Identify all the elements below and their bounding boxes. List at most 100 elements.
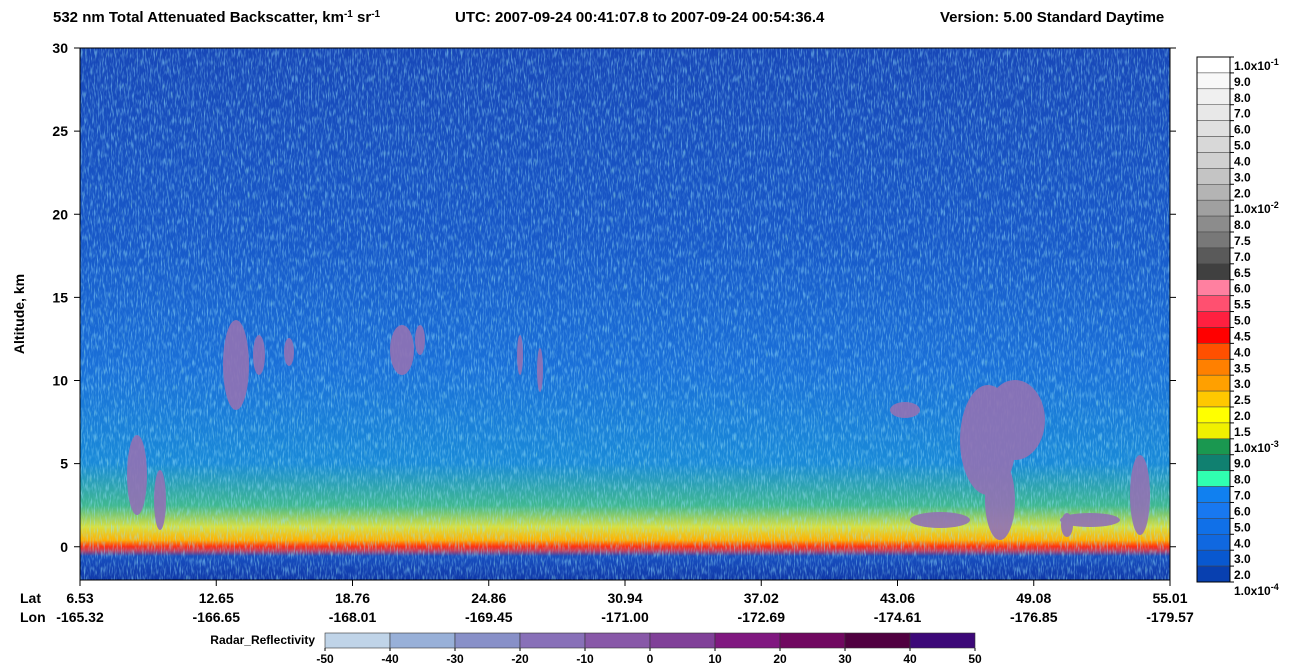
colorbar-box bbox=[1196, 565, 1231, 583]
colorbar-label: 1.0x10-3 bbox=[1234, 439, 1279, 455]
colorbar-box bbox=[1196, 374, 1231, 392]
colorbar-box bbox=[1196, 120, 1231, 137]
radar-colorbar-tick-label: 30 bbox=[838, 652, 852, 666]
radar-colorbar-box bbox=[909, 632, 976, 649]
colorbar-box bbox=[1196, 72, 1231, 90]
colorbar-label: 1.0x10-2 bbox=[1234, 200, 1279, 216]
colorbar-label: 2.5 bbox=[1234, 393, 1251, 407]
x-tick-label: -179.57 bbox=[1146, 609, 1194, 625]
colorbar-box bbox=[1196, 152, 1231, 169]
radar-colorbar-box bbox=[389, 632, 456, 649]
y-tick-label: 30 bbox=[52, 40, 68, 56]
colorbar-label: 3.0 bbox=[1234, 170, 1251, 184]
radar-colorbar-tick-label: -20 bbox=[511, 652, 529, 666]
x-tick-label: 49.08 bbox=[1016, 590, 1051, 606]
y-tick-label: 10 bbox=[52, 373, 68, 389]
colorbar-label: 9.0 bbox=[1234, 75, 1251, 89]
colorbar-box bbox=[1196, 136, 1231, 153]
colorbar-label: 4.0 bbox=[1234, 345, 1251, 359]
x-tick-label: -168.01 bbox=[329, 609, 377, 625]
curtain bbox=[79, 47, 1171, 581]
colorbar-box bbox=[1196, 168, 1231, 185]
colorbar-label: 3.5 bbox=[1234, 361, 1251, 375]
x-tick-label: -169.45 bbox=[465, 609, 513, 625]
colorbar-label: 6.5 bbox=[1234, 266, 1251, 280]
y-tick-label: 15 bbox=[52, 289, 68, 305]
colorbar-box bbox=[1196, 518, 1231, 535]
colorbar-label: 2.0 bbox=[1234, 409, 1251, 423]
colorbar-box bbox=[1196, 311, 1231, 328]
colorbar-label: 8.0 bbox=[1234, 473, 1251, 487]
colorbar-label-base: 1.0x10 bbox=[1234, 441, 1271, 455]
chart-title: 532 nm Total Attenuated Backscatter, km-… bbox=[53, 9, 1164, 27]
colorbar-box bbox=[1196, 279, 1231, 296]
colorbar-label: 4.0 bbox=[1234, 154, 1251, 168]
radar-clouds bbox=[127, 320, 1150, 540]
colorbar-label: 1.0x10-1 bbox=[1234, 57, 1279, 73]
radar-colorbar-tick-label: -10 bbox=[576, 652, 594, 666]
colorbar-label: 4.5 bbox=[1234, 329, 1251, 343]
colorbar-box bbox=[1196, 454, 1231, 471]
x-tick-label: -165.32 bbox=[56, 609, 104, 625]
colorbar-box bbox=[1196, 470, 1231, 487]
colorbar-label: 2.0 bbox=[1234, 186, 1251, 200]
radar-colorbar-tick-label: -40 bbox=[381, 652, 399, 666]
colorbar-label-base: 1.0x10 bbox=[1234, 584, 1271, 598]
colorbar-label: 5.0 bbox=[1234, 520, 1251, 534]
colorbar-label: 2.0 bbox=[1234, 568, 1251, 582]
radar-colorbar-box bbox=[324, 632, 391, 649]
x-tick-label: -172.69 bbox=[738, 609, 786, 625]
radar-colorbar-tick-label: 50 bbox=[968, 652, 982, 666]
colorbar-box bbox=[1196, 327, 1231, 344]
colorbar-label: 8.0 bbox=[1234, 91, 1251, 105]
colorbar-box bbox=[1196, 422, 1231, 440]
colorbar-label-exp: -2 bbox=[1271, 200, 1279, 210]
colorbar-label-base: 1.0x10 bbox=[1234, 202, 1271, 216]
colorbar-frame bbox=[1196, 56, 1231, 583]
y-tick-label: 5 bbox=[60, 456, 68, 472]
colorbar-box bbox=[1196, 104, 1231, 121]
radar-colorbar-box bbox=[454, 632, 521, 649]
radar-colorbar-tick-label: -50 bbox=[316, 652, 334, 666]
y-tick-label: 20 bbox=[52, 206, 68, 222]
colorbar-label: 1.0x10-4 bbox=[1234, 582, 1279, 598]
x-tick-label: 55.01 bbox=[1152, 590, 1187, 606]
colorbar-box bbox=[1196, 231, 1231, 249]
colorbar-box bbox=[1196, 390, 1231, 408]
x-tick-label: -176.85 bbox=[1010, 609, 1058, 625]
colorbar-label-exp: -1 bbox=[1271, 57, 1279, 67]
x-tick-label: 18.76 bbox=[335, 590, 370, 606]
x-tick-label: 6.53 bbox=[66, 590, 93, 606]
title-part: -1 bbox=[371, 9, 380, 20]
colorbar-label: 6.0 bbox=[1234, 504, 1251, 518]
colorbar-label: 7.5 bbox=[1234, 234, 1251, 248]
colorbar-label-base: 1.0x10 bbox=[1234, 59, 1271, 73]
x-tick-label: -171.00 bbox=[601, 609, 649, 625]
radar-colorbar-tick-label: 0 bbox=[647, 652, 654, 666]
x-tick-label: 24.86 bbox=[471, 590, 506, 606]
colorbar-box bbox=[1196, 184, 1231, 201]
colorbar-label: 8.0 bbox=[1234, 218, 1251, 232]
colorbar-box bbox=[1196, 199, 1231, 217]
colorbar-label-exp: -3 bbox=[1271, 439, 1279, 449]
colorbar-box bbox=[1196, 549, 1231, 567]
x-tick-label: 37.02 bbox=[744, 590, 779, 606]
y-tick-label: 0 bbox=[60, 539, 68, 555]
colorbar-box bbox=[1196, 359, 1231, 376]
y-axis-label: Altitude, km bbox=[11, 274, 27, 354]
colorbar-label: 9.0 bbox=[1234, 457, 1251, 471]
x-tick-label: 12.65 bbox=[199, 590, 234, 606]
colorbar-label: 6.0 bbox=[1234, 282, 1251, 296]
radar-colorbar-tick-label: 40 bbox=[903, 652, 917, 666]
radar-colorbar-box bbox=[714, 632, 781, 649]
colorbar-box bbox=[1196, 486, 1231, 503]
colorbar-label: 5.5 bbox=[1234, 298, 1251, 312]
radar-colorbar-box bbox=[584, 632, 651, 649]
colorbar-box bbox=[1196, 88, 1231, 105]
colorbar-label: 3.0 bbox=[1234, 377, 1251, 391]
radar-colorbar-tick-label: 10 bbox=[708, 652, 722, 666]
radar-colorbar-label: Radar_Reflectivity bbox=[210, 633, 315, 647]
colorbar-box bbox=[1196, 56, 1231, 74]
